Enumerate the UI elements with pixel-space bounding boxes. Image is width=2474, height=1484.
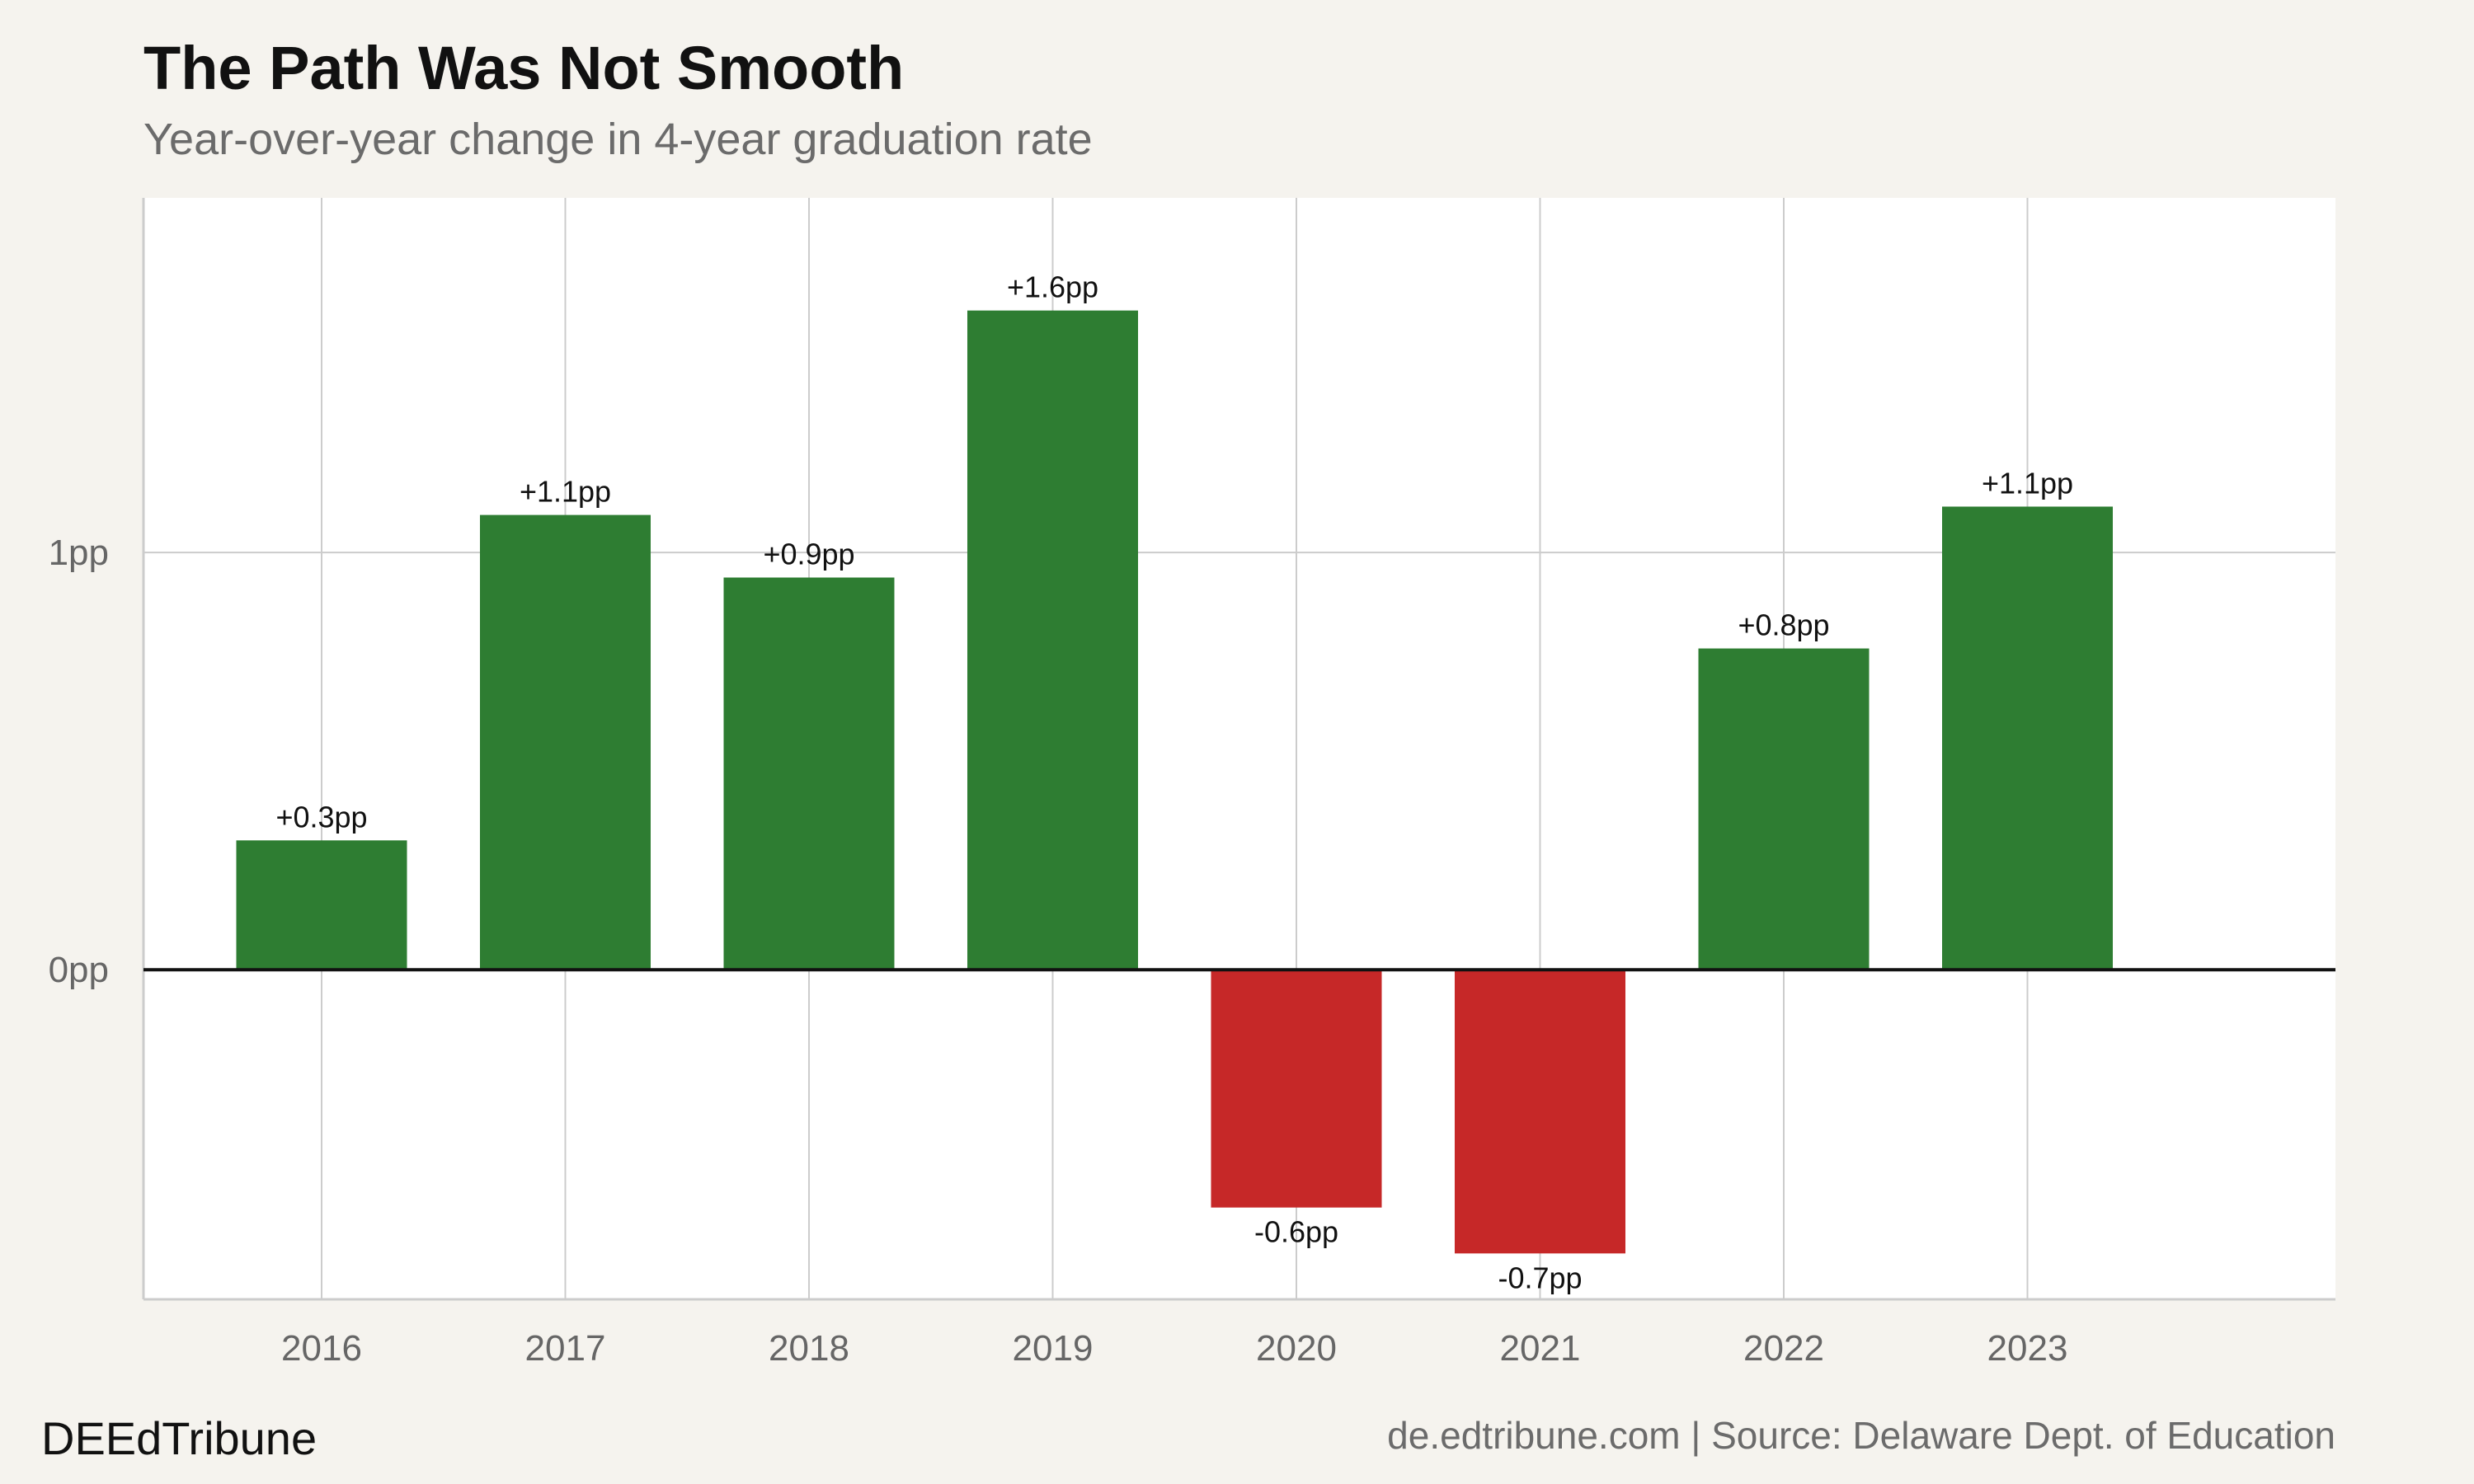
- bar-2020: [1211, 970, 1382, 1208]
- y-tick-label: 0pp: [49, 950, 109, 990]
- x-tick-label-2016: 2016: [281, 1328, 362, 1369]
- value-label-2016: +0.3pp: [275, 800, 367, 834]
- value-label-2022: +0.8pp: [1738, 608, 1829, 642]
- source-credit: de.edtribune.com | Source: Delaware Dept…: [1387, 1414, 2335, 1457]
- brand-logo-text: DEEdTribune: [41, 1412, 317, 1464]
- x-tick-label-2019: 2019: [1013, 1328, 1094, 1369]
- x-tick-label-2022: 2022: [1743, 1328, 1824, 1369]
- value-label-2018: +0.9pp: [763, 538, 854, 571]
- x-tick-label-2021: 2021: [1500, 1328, 1581, 1369]
- chart-title: The Path Was Not Smooth: [143, 34, 905, 102]
- y-tick-label: 1pp: [49, 533, 109, 573]
- x-tick-label-2018: 2018: [769, 1328, 849, 1369]
- bar-2018: [723, 577, 895, 970]
- value-label-2019: +1.6pp: [1007, 270, 1098, 304]
- bar-2023: [1942, 506, 2113, 970]
- value-label-2017: +1.1pp: [520, 475, 611, 509]
- x-tick-label-2017: 2017: [525, 1328, 606, 1369]
- value-label-2020: -0.6pp: [1254, 1215, 1338, 1249]
- bar-2021: [1455, 970, 1625, 1254]
- chart-subtitle: Year-over-year change in 4-year graduati…: [143, 115, 1093, 164]
- bar-2019: [967, 310, 1138, 970]
- bar-2022: [1698, 648, 1870, 970]
- bar-2017: [480, 514, 651, 970]
- x-tick-label-2023: 2023: [1987, 1328, 2068, 1369]
- value-label-2023: +1.1pp: [1982, 466, 2073, 500]
- value-label-2021: -0.7pp: [1498, 1261, 1582, 1294]
- bar-2016: [236, 840, 407, 970]
- x-tick-label-2020: 2020: [1256, 1328, 1337, 1369]
